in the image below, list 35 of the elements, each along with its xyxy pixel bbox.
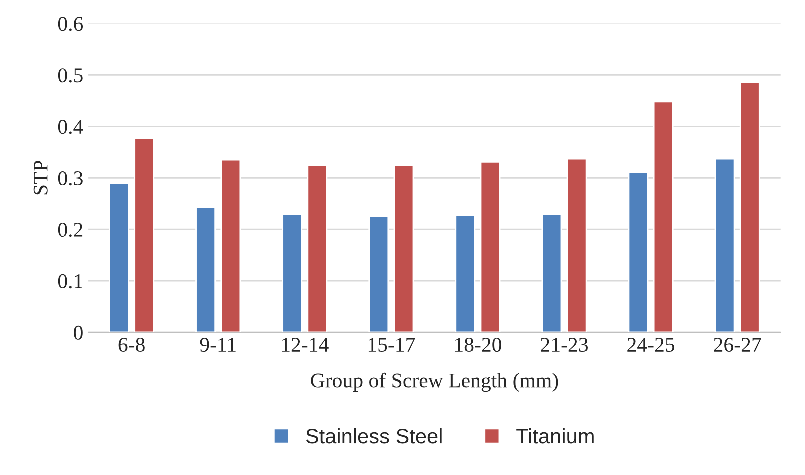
bar bbox=[196, 206, 216, 332]
bar bbox=[134, 138, 155, 332]
y-tick-label: 0.3 bbox=[58, 172, 83, 186]
y-tick-label: 0.2 bbox=[58, 222, 83, 238]
bar bbox=[628, 172, 649, 332]
bar bbox=[480, 161, 501, 332]
x-axis-title: Group of Screw Length (mm) bbox=[311, 372, 558, 392]
bar bbox=[714, 158, 736, 332]
x-tick-label: 24-25 bbox=[628, 338, 675, 352]
legend-label: Stainless Steel bbox=[306, 428, 442, 444]
y-tick-label: 0.6 bbox=[58, 17, 84, 32]
x-tick-label: 15-17 bbox=[368, 338, 416, 352]
bar bbox=[394, 164, 414, 332]
bar bbox=[740, 82, 760, 332]
x-tick-label: 6-8 bbox=[118, 338, 145, 352]
y-axis-title: STP bbox=[34, 161, 48, 195]
bar bbox=[307, 164, 328, 332]
bar bbox=[542, 214, 562, 332]
x-tick-label: 18-20 bbox=[456, 338, 502, 352]
y-tick-label: 0 bbox=[74, 326, 83, 340]
x-tick-label: 26-27 bbox=[714, 338, 762, 352]
bar bbox=[220, 159, 242, 332]
bar bbox=[368, 216, 390, 332]
bar bbox=[282, 214, 303, 332]
legend-label: Titanium bbox=[516, 428, 594, 444]
y-tick-label: 0.4 bbox=[58, 120, 84, 134]
bar bbox=[566, 158, 588, 332]
x-tick-label: 21-23 bbox=[541, 338, 588, 352]
x-tick-label: 9-11 bbox=[200, 338, 236, 352]
y-tick-label: 0.1 bbox=[58, 274, 82, 289]
x-tick-label: 12-14 bbox=[282, 338, 329, 352]
y-tick-label: 0.5 bbox=[58, 68, 83, 83]
bar bbox=[109, 183, 130, 332]
bar bbox=[653, 101, 674, 332]
bar bbox=[455, 214, 476, 332]
